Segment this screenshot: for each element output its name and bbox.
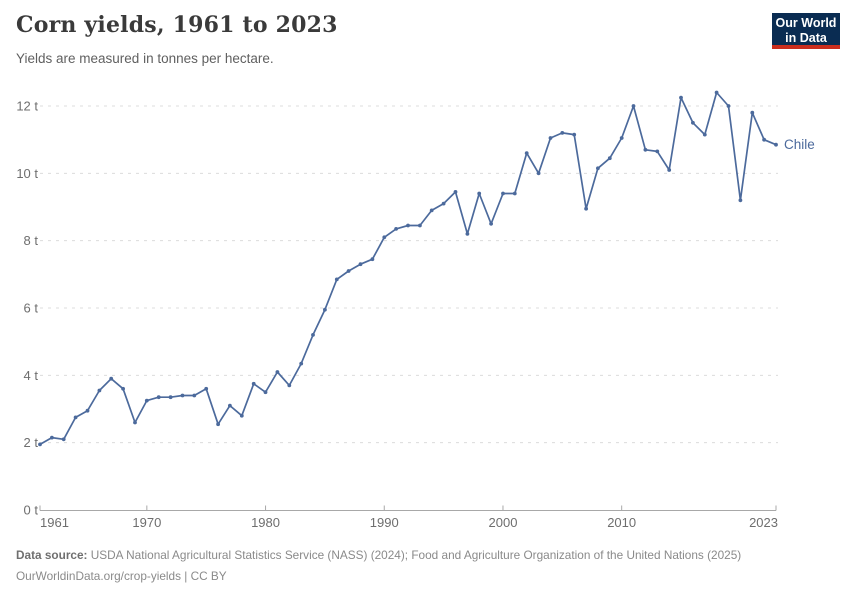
data-point	[275, 370, 280, 374]
data-point	[180, 393, 185, 398]
data-point	[477, 191, 482, 196]
data-point	[619, 136, 624, 140]
data-point	[38, 442, 42, 447]
data-point	[406, 223, 410, 228]
data-point	[156, 395, 161, 400]
data-point	[97, 388, 102, 393]
data-point	[370, 257, 375, 262]
data-point	[121, 386, 125, 391]
data-point	[584, 206, 588, 211]
x-tick-label: 2010	[607, 515, 636, 530]
x-tick-label: 1980	[251, 515, 280, 530]
data-point	[512, 191, 517, 196]
owid-logo-line1: Our World	[775, 16, 837, 30]
data-point	[702, 132, 707, 137]
data-point	[263, 390, 268, 395]
data-point	[762, 137, 766, 142]
x-tick-label: 1970	[132, 515, 161, 530]
data-point	[144, 398, 149, 403]
x-tick-label: 1961	[40, 515, 69, 530]
data-point	[61, 437, 66, 442]
data-point	[750, 110, 755, 115]
data-point	[596, 166, 600, 171]
data-point	[738, 198, 743, 203]
data-point	[133, 420, 137, 425]
data-point	[334, 277, 339, 282]
owid-logo-line2: in Data	[785, 31, 827, 45]
data-source-text: USDA National Agricultural Statistics Se…	[87, 548, 742, 562]
series-line-chile	[39, 91, 777, 446]
data-point	[73, 415, 78, 420]
data-point	[346, 269, 351, 273]
data-point	[251, 381, 256, 386]
data-point	[418, 223, 422, 228]
data-point	[774, 142, 778, 147]
data-point	[691, 120, 695, 125]
x-tick-label: 1990	[370, 515, 399, 530]
data-point	[524, 151, 529, 156]
data-point	[643, 147, 648, 152]
data-point	[50, 435, 54, 440]
data-point	[465, 232, 470, 236]
y-tick-label: 4 t	[24, 368, 39, 383]
data-point	[109, 376, 114, 381]
x-tick-label: 2000	[489, 515, 518, 530]
data-point	[548, 136, 553, 140]
data-point	[382, 235, 387, 240]
x-tick-label: 2023	[749, 515, 778, 530]
license-line[interactable]: OurWorldinData.org/crop-yields | CC BY	[16, 569, 227, 583]
data-point	[429, 208, 434, 213]
y-tick-label: 8 t	[24, 233, 39, 248]
y-tick-label: 6 t	[24, 301, 39, 316]
data-point	[453, 190, 458, 194]
series-label-chile: Chile	[784, 137, 815, 152]
data-point	[560, 131, 565, 135]
data-point	[726, 104, 731, 108]
data-point	[631, 104, 636, 108]
line-chart: 0 t 2 t 4 t 6 t 8 t 10 t 12 t 1961 1970 1980 1990 2…	[16, 90, 815, 530]
data-source-label: Data source:	[16, 548, 88, 562]
data-source-line: Data source: USDA National Agricultural …	[16, 545, 741, 566]
data-point	[323, 307, 327, 312]
y-tick-label: 0 t	[24, 503, 39, 518]
data-point	[358, 262, 363, 267]
data-point	[239, 413, 244, 418]
data-point	[714, 90, 719, 95]
data-point	[85, 408, 90, 413]
owid-logo[interactable]: Our World in Data	[772, 13, 840, 49]
data-point	[168, 395, 173, 400]
chart-subtitle: Yields are measured in tonnes per hectar…	[16, 51, 274, 66]
data-point	[287, 383, 292, 388]
data-point	[192, 393, 197, 398]
data-point	[607, 156, 612, 161]
data-point	[572, 132, 577, 137]
data-point	[667, 168, 672, 172]
chart-footer: Data source: USDA National Agricultural …	[16, 545, 741, 587]
data-point	[299, 361, 304, 366]
data-point	[489, 221, 493, 226]
data-point	[536, 171, 541, 176]
data-point	[228, 403, 232, 408]
page-title: Corn yields, 1961 to 2023	[16, 12, 338, 38]
y-tick-label: 10 t	[16, 166, 38, 181]
data-point	[441, 201, 446, 206]
data-point	[655, 149, 660, 154]
data-point	[216, 422, 221, 427]
y-tick-label: 2 t	[24, 435, 39, 450]
data-point	[204, 386, 209, 391]
data-point	[501, 191, 505, 196]
y-tick-label: 12 t	[16, 99, 38, 114]
data-point	[394, 227, 398, 231]
data-point	[311, 333, 315, 337]
data-point	[679, 95, 683, 100]
